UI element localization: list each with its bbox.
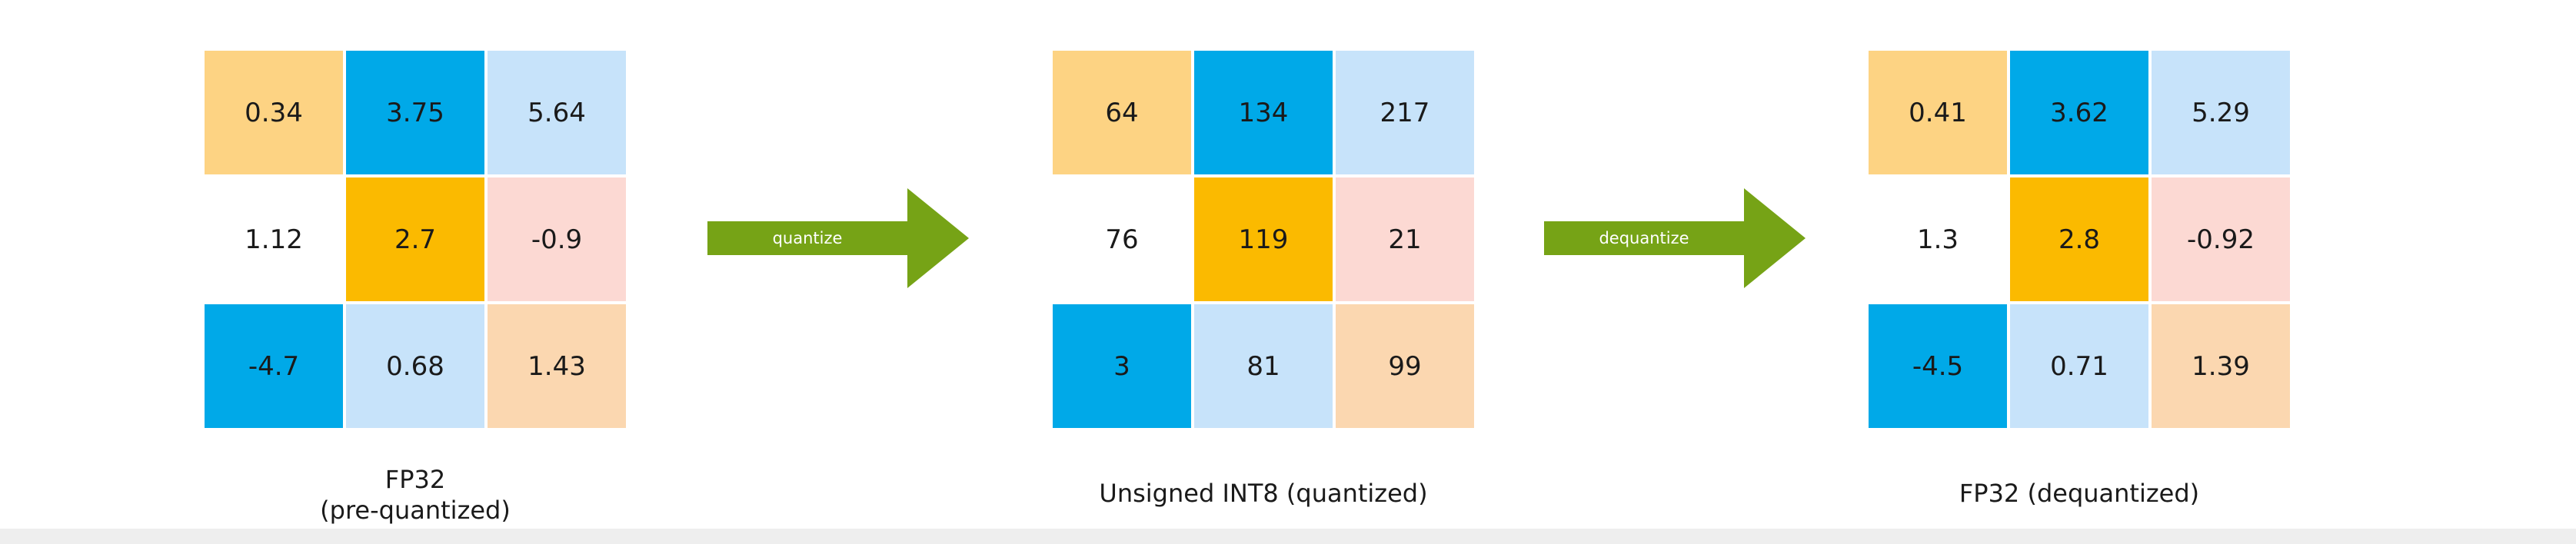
caption-line-1: Unsigned INT8 (quantized) <box>1099 479 1428 508</box>
matrix-cell: 134 <box>1194 51 1333 174</box>
quantize-arrow: quantize <box>707 188 969 288</box>
right-arrow-icon <box>1544 188 1806 288</box>
dequantize-arrow: dequantize <box>1544 188 1806 288</box>
quantize-label: quantize <box>772 229 843 247</box>
matrix-cell: 0.68 <box>346 304 484 428</box>
matrix-cell: 1.43 <box>488 304 626 428</box>
matrix-cell: 3.62 <box>2010 51 2148 174</box>
matrix-cell: 0.34 <box>205 51 343 174</box>
matrix-cell: -4.5 <box>1869 304 2007 428</box>
int8-quantized-caption: Unsigned INT8 (quantized) <box>1053 478 1474 509</box>
matrix-cell: -4.7 <box>205 304 343 428</box>
fp32-pre-quantized-matrix: 0.34 3.75 5.64 1.12 2.7 -0.9 -4.7 0.68 1… <box>205 51 626 428</box>
int8-quantized-matrix: 64 134 217 76 119 21 3 81 99 <box>1053 51 1474 428</box>
dequantize-label: dequantize <box>1599 229 1689 247</box>
matrix-cell: 2.7 <box>346 177 484 301</box>
fp32-dequantized-matrix: 0.41 3.62 5.29 1.3 2.8 -0.92 -4.5 0.71 1… <box>1869 51 2290 428</box>
matrix-cell: 1.12 <box>205 177 343 301</box>
matrix-cell: 3 <box>1053 304 1191 428</box>
matrix-cell: 3.75 <box>346 51 484 174</box>
matrix-cell: 2.8 <box>2010 177 2148 301</box>
caption-line-2: (pre-quantized) <box>320 496 511 525</box>
matrix-cell: 99 <box>1336 304 1474 428</box>
fp32-pre-quantized-caption: FP32 (pre-quantized) <box>205 464 626 526</box>
matrix-cell: 217 <box>1336 51 1474 174</box>
matrix-cell: 5.29 <box>2152 51 2290 174</box>
matrix-cell: 119 <box>1194 177 1333 301</box>
matrix-cell: -0.9 <box>488 177 626 301</box>
matrix-cell: 64 <box>1053 51 1191 174</box>
matrix-cell: 0.41 <box>1869 51 2007 174</box>
footer-band <box>0 529 2576 544</box>
fp32-dequantized-caption: FP32 (dequantized) <box>1869 478 2290 509</box>
caption-line-1: FP32 (dequantized) <box>1959 479 2200 508</box>
matrix-cell: -0.92 <box>2152 177 2290 301</box>
matrix-cell: 0.71 <box>2010 304 2148 428</box>
matrix-cell: 76 <box>1053 177 1191 301</box>
matrix-cell: 81 <box>1194 304 1333 428</box>
matrix-cell: 5.64 <box>488 51 626 174</box>
matrix-cell: 1.39 <box>2152 304 2290 428</box>
matrix-cell: 1.3 <box>1869 177 2007 301</box>
caption-line-1: FP32 <box>384 465 446 494</box>
matrix-cell: 21 <box>1336 177 1474 301</box>
right-arrow-icon <box>707 188 969 288</box>
